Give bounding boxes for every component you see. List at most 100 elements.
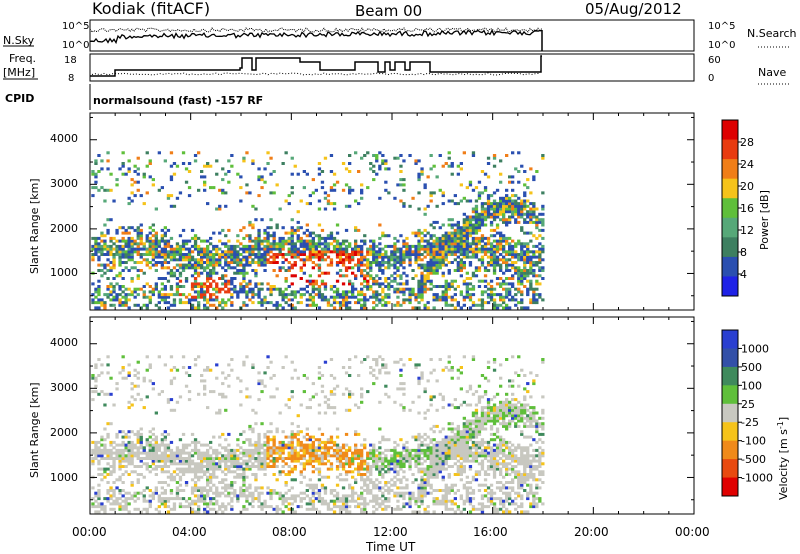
velocity-cell <box>175 486 180 490</box>
velocity-cell <box>314 497 318 501</box>
power-cell <box>124 293 128 297</box>
power-cell <box>381 261 385 264</box>
power-cell <box>142 290 146 294</box>
power-cell <box>360 188 364 192</box>
power-cell <box>529 231 533 235</box>
power-cell <box>483 301 488 305</box>
power-cell <box>541 191 545 195</box>
velocity-cell <box>197 507 201 511</box>
velocity-cell <box>127 502 131 506</box>
power-cell <box>335 271 340 275</box>
power-cell <box>344 290 349 294</box>
power-cell <box>323 242 328 246</box>
velocity-cell <box>354 448 358 452</box>
power-cell <box>393 156 397 160</box>
velocity-cell <box>363 446 367 450</box>
velocity-cell <box>366 470 370 474</box>
power-cell <box>535 244 539 248</box>
velocity-cell <box>275 457 279 460</box>
velocity-cell <box>215 462 219 466</box>
velocity-cell <box>293 432 297 436</box>
velocity-cell <box>417 499 421 503</box>
power-cell <box>197 285 201 288</box>
velocity-cell <box>193 470 198 474</box>
velocity-cell <box>420 374 424 377</box>
power-cell <box>378 255 382 259</box>
velocity-cell <box>103 448 107 452</box>
power-cell <box>148 261 152 264</box>
power-cell <box>444 282 448 286</box>
power-cell <box>423 282 427 286</box>
velocity-cell <box>154 507 158 511</box>
freq-lines <box>90 55 542 77</box>
power-cell <box>239 271 243 275</box>
velocity-cell <box>323 446 328 450</box>
power-cell <box>492 207 497 211</box>
velocity-cell <box>206 478 210 482</box>
power-cell <box>354 151 358 155</box>
power-cell <box>378 261 382 264</box>
power-cell <box>384 167 388 171</box>
power-cell <box>178 255 183 259</box>
velocity-cell <box>175 494 180 498</box>
power-cell <box>399 261 403 264</box>
power-cell <box>441 293 445 297</box>
velocity-cell <box>314 483 318 487</box>
power-cell <box>429 250 433 254</box>
velocity-cell <box>209 499 213 503</box>
power-cell <box>532 263 536 267</box>
velocity-cell <box>172 497 177 501</box>
velocity-cell <box>320 502 325 506</box>
power-cell <box>423 247 427 251</box>
velocity-cell <box>287 507 291 511</box>
power-cell <box>505 202 509 206</box>
power-cell <box>172 293 177 297</box>
power-cell <box>206 202 210 206</box>
velocity-cell <box>381 507 385 511</box>
power-cell <box>426 274 430 278</box>
power-cell <box>341 282 346 286</box>
velocity-cell <box>230 451 234 455</box>
velocity-cell <box>136 507 140 511</box>
velocity-cell <box>381 457 385 460</box>
velocity-cell <box>151 427 155 431</box>
power-cell <box>456 220 460 224</box>
power-cell <box>492 202 497 206</box>
power-cell <box>465 234 469 238</box>
power-cell <box>121 239 125 243</box>
power-cell <box>502 306 506 310</box>
velocity-cell <box>157 392 161 396</box>
power-cell <box>384 279 388 283</box>
power-cell <box>284 239 288 243</box>
power-cell <box>462 279 466 283</box>
power-cell <box>160 228 164 232</box>
power-cell <box>200 170 204 173</box>
velocity-cell <box>320 390 325 394</box>
velocity-cell <box>263 384 267 388</box>
power-cell <box>517 204 521 208</box>
power-cell <box>402 293 406 297</box>
power-cell <box>517 271 521 275</box>
power-cell <box>317 274 322 278</box>
power-cell <box>145 250 149 254</box>
velocity-cell <box>160 432 164 436</box>
velocity-cell <box>227 454 231 458</box>
velocity-cell <box>348 470 352 474</box>
power-cell <box>97 236 101 240</box>
power-cell <box>248 247 252 251</box>
power-cell <box>151 255 155 259</box>
power-cell <box>502 279 506 283</box>
power-cell <box>529 202 533 206</box>
power-cell <box>254 261 258 264</box>
power-cell <box>266 247 270 251</box>
power-cell <box>112 290 116 294</box>
power-cell <box>157 239 161 243</box>
velocity-cell <box>206 406 210 410</box>
power-cell <box>378 253 382 256</box>
velocity-cell <box>130 451 134 455</box>
power-cell <box>172 204 177 208</box>
power-cell <box>363 285 367 288</box>
velocity-cell <box>145 355 149 359</box>
velocity-cell <box>272 462 276 466</box>
velocity-cell <box>299 505 303 509</box>
